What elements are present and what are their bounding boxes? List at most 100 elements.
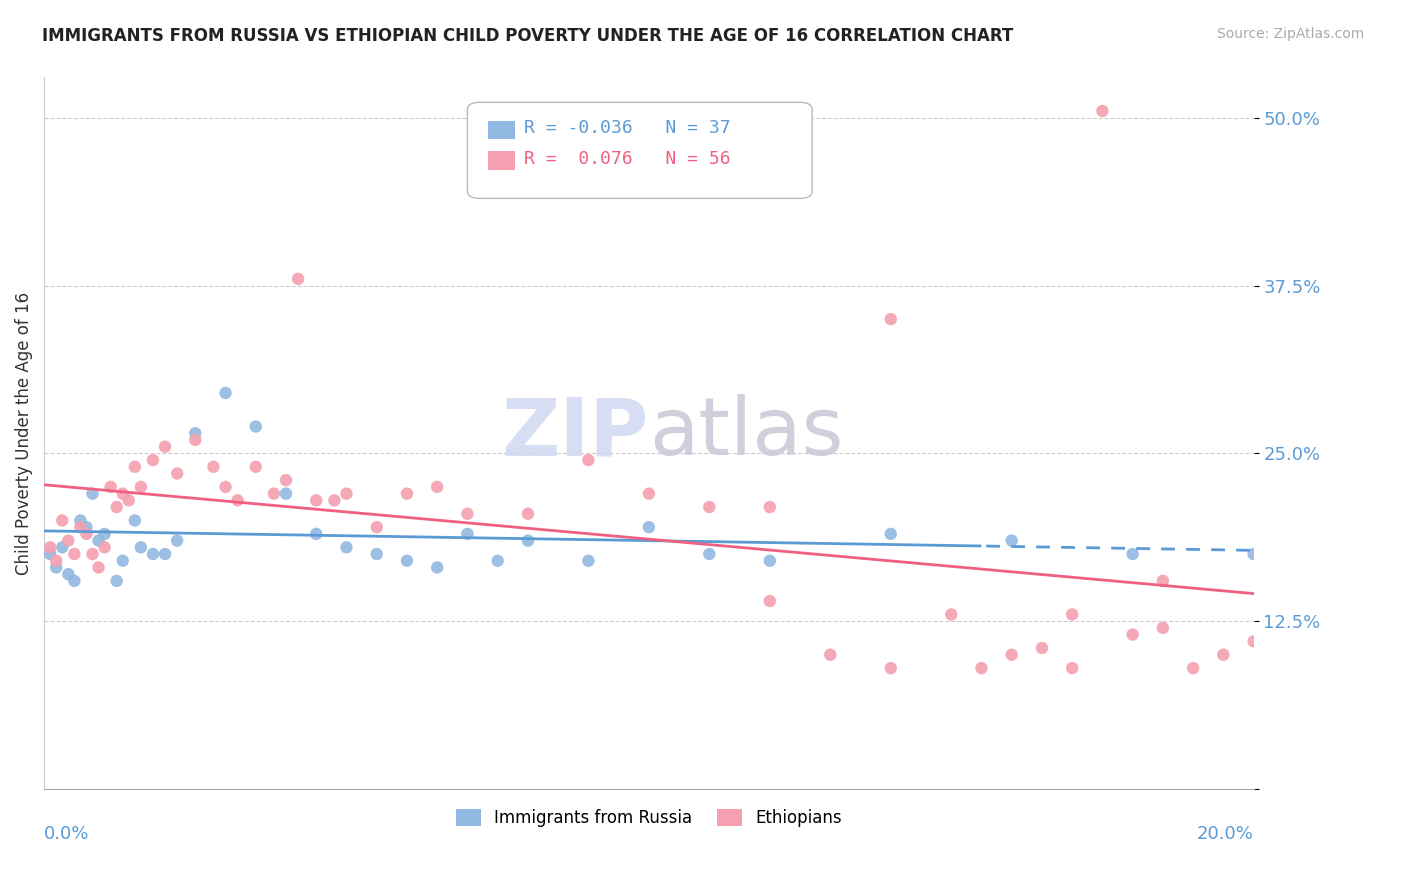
Point	[941, 607, 963, 622]
Point	[759, 594, 782, 608]
Point	[1152, 621, 1174, 635]
Point	[153, 440, 176, 454]
Point	[124, 513, 146, 527]
FancyBboxPatch shape	[467, 103, 813, 198]
Point	[274, 486, 297, 500]
Point	[637, 486, 659, 500]
Point	[395, 554, 418, 568]
Text: Source: ZipAtlas.com: Source: ZipAtlas.com	[1216, 27, 1364, 41]
Point	[395, 486, 418, 500]
Point	[880, 312, 903, 326]
Point	[274, 473, 297, 487]
Point	[305, 527, 328, 541]
Point	[184, 426, 207, 441]
Point	[1212, 648, 1234, 662]
Point	[45, 560, 67, 574]
Text: R =  0.076   N = 56: R = 0.076 N = 56	[524, 150, 731, 168]
FancyBboxPatch shape	[488, 152, 515, 170]
Point	[184, 433, 207, 447]
Point	[63, 547, 86, 561]
Y-axis label: Child Poverty Under the Age of 16: Child Poverty Under the Age of 16	[15, 292, 32, 574]
Point	[93, 527, 115, 541]
Point	[51, 513, 73, 527]
Text: atlas: atlas	[648, 394, 844, 472]
Point	[100, 480, 122, 494]
Point	[516, 533, 538, 548]
Text: IMMIGRANTS FROM RUSSIA VS ETHIOPIAN CHILD POVERTY UNDER THE AGE OF 16 CORRELATIO: IMMIGRANTS FROM RUSSIA VS ETHIOPIAN CHIL…	[42, 27, 1014, 45]
Point	[39, 541, 62, 555]
Point	[335, 486, 357, 500]
Point	[166, 533, 188, 548]
Point	[1062, 607, 1084, 622]
Point	[1001, 648, 1024, 662]
Point	[486, 554, 509, 568]
Text: 0.0%: 0.0%	[44, 824, 90, 843]
FancyBboxPatch shape	[488, 120, 515, 139]
Point	[142, 547, 165, 561]
Point	[970, 661, 993, 675]
Point	[263, 486, 285, 500]
Point	[87, 533, 110, 548]
Point	[129, 541, 152, 555]
Point	[82, 486, 104, 500]
Point	[118, 493, 141, 508]
Text: 20.0%: 20.0%	[1197, 824, 1254, 843]
Point	[69, 513, 91, 527]
Point	[426, 560, 449, 574]
Point	[51, 541, 73, 555]
Point	[1001, 533, 1024, 548]
Point	[1122, 627, 1144, 641]
Point	[93, 541, 115, 555]
Point	[69, 520, 91, 534]
Point	[880, 661, 903, 675]
Point	[105, 500, 128, 514]
Point	[1243, 634, 1265, 648]
Point	[335, 541, 357, 555]
Point	[456, 507, 478, 521]
Point	[142, 453, 165, 467]
Point	[45, 554, 67, 568]
Point	[58, 567, 80, 582]
Point	[82, 547, 104, 561]
Point	[880, 527, 903, 541]
Point	[1031, 640, 1053, 655]
Point	[516, 507, 538, 521]
Point	[124, 459, 146, 474]
Point	[129, 480, 152, 494]
Point	[637, 520, 659, 534]
Point	[226, 493, 249, 508]
Point	[245, 459, 267, 474]
Point	[75, 527, 97, 541]
Point	[1182, 661, 1205, 675]
Point	[366, 520, 388, 534]
Point	[426, 480, 449, 494]
Point	[1152, 574, 1174, 588]
Text: ZIP: ZIP	[502, 394, 648, 472]
Point	[1091, 103, 1114, 118]
Point	[111, 554, 134, 568]
Point	[75, 520, 97, 534]
Point	[699, 500, 721, 514]
Point	[214, 386, 236, 401]
Point	[214, 480, 236, 494]
Point	[1243, 547, 1265, 561]
Point	[576, 554, 599, 568]
Point	[58, 533, 80, 548]
Point	[111, 486, 134, 500]
Point	[820, 648, 842, 662]
Point	[202, 459, 225, 474]
Point	[366, 547, 388, 561]
Point	[1122, 547, 1144, 561]
Point	[323, 493, 346, 508]
Legend: Immigrants from Russia, Ethiopians: Immigrants from Russia, Ethiopians	[449, 803, 849, 834]
Point	[153, 547, 176, 561]
Point	[699, 547, 721, 561]
Point	[305, 493, 328, 508]
Point	[105, 574, 128, 588]
Text: R = -0.036   N = 37: R = -0.036 N = 37	[524, 119, 731, 137]
Point	[1062, 661, 1084, 675]
Point	[39, 547, 62, 561]
Point	[63, 574, 86, 588]
Point	[245, 419, 267, 434]
Point	[87, 560, 110, 574]
